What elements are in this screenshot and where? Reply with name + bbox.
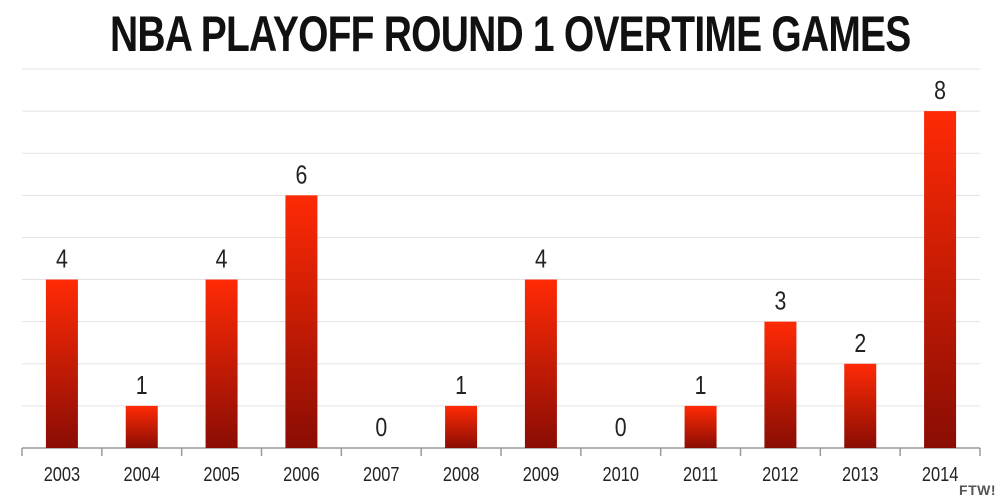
data-label-2009: 4	[535, 245, 547, 275]
bar-2009	[524, 279, 557, 448]
x-tick-label-2005: 2005	[203, 462, 239, 485]
x-tick-label-2010: 2010	[603, 462, 639, 485]
x-axis	[21, 447, 981, 456]
x-tick-label-2007: 2007	[363, 462, 399, 485]
bar-2006	[285, 195, 318, 448]
bar-2008	[445, 405, 478, 448]
x-tick-label-2011: 2011	[683, 462, 718, 485]
bar-2014	[924, 111, 957, 448]
data-label-2005: 4	[216, 245, 228, 275]
data-label-2004: 1	[136, 371, 148, 401]
data-label-2013: 2	[854, 329, 866, 359]
data-label-2014: 8	[934, 76, 946, 106]
ftw-watermark: FTW!	[959, 482, 996, 498]
x-tick-label-2012: 2012	[762, 462, 798, 485]
x-tick-labels: 2003 2004 2005 2006 2007 2008 2009 2010 2011 2012…	[44, 462, 959, 485]
bar-2004	[125, 405, 158, 448]
bar-2005	[205, 279, 238, 448]
data-labels: 4 1 4 6 0 1 4 0 1 3 2 8	[56, 76, 946, 442]
bar-2003	[45, 279, 78, 448]
data-label-2007: 0	[375, 413, 387, 443]
bar-2012	[764, 321, 797, 448]
x-tick-label-2009: 2009	[523, 462, 559, 485]
gridlines	[22, 68, 980, 407]
data-label-2008: 1	[455, 371, 467, 401]
data-label-2011: 1	[695, 371, 707, 401]
x-tick-label-2013: 2013	[842, 462, 878, 485]
chart-title: NBA PLAYOFF ROUND 1 OVERTIME GAMES	[110, 6, 911, 62]
bar-2011	[684, 405, 717, 448]
bars	[45, 111, 957, 448]
data-label-2006: 6	[295, 160, 307, 190]
x-tick-label-2003: 2003	[44, 462, 80, 485]
x-tick-label-2006: 2006	[283, 462, 319, 485]
bar-2013	[844, 363, 877, 448]
x-tick-label-2008: 2008	[443, 462, 479, 485]
data-label-2003: 4	[56, 245, 68, 275]
x-tick-label-2014: 2014	[922, 462, 958, 485]
data-label-2010: 0	[615, 413, 627, 443]
x-tick-label-2004: 2004	[124, 462, 160, 485]
data-label-2012: 3	[774, 287, 786, 317]
